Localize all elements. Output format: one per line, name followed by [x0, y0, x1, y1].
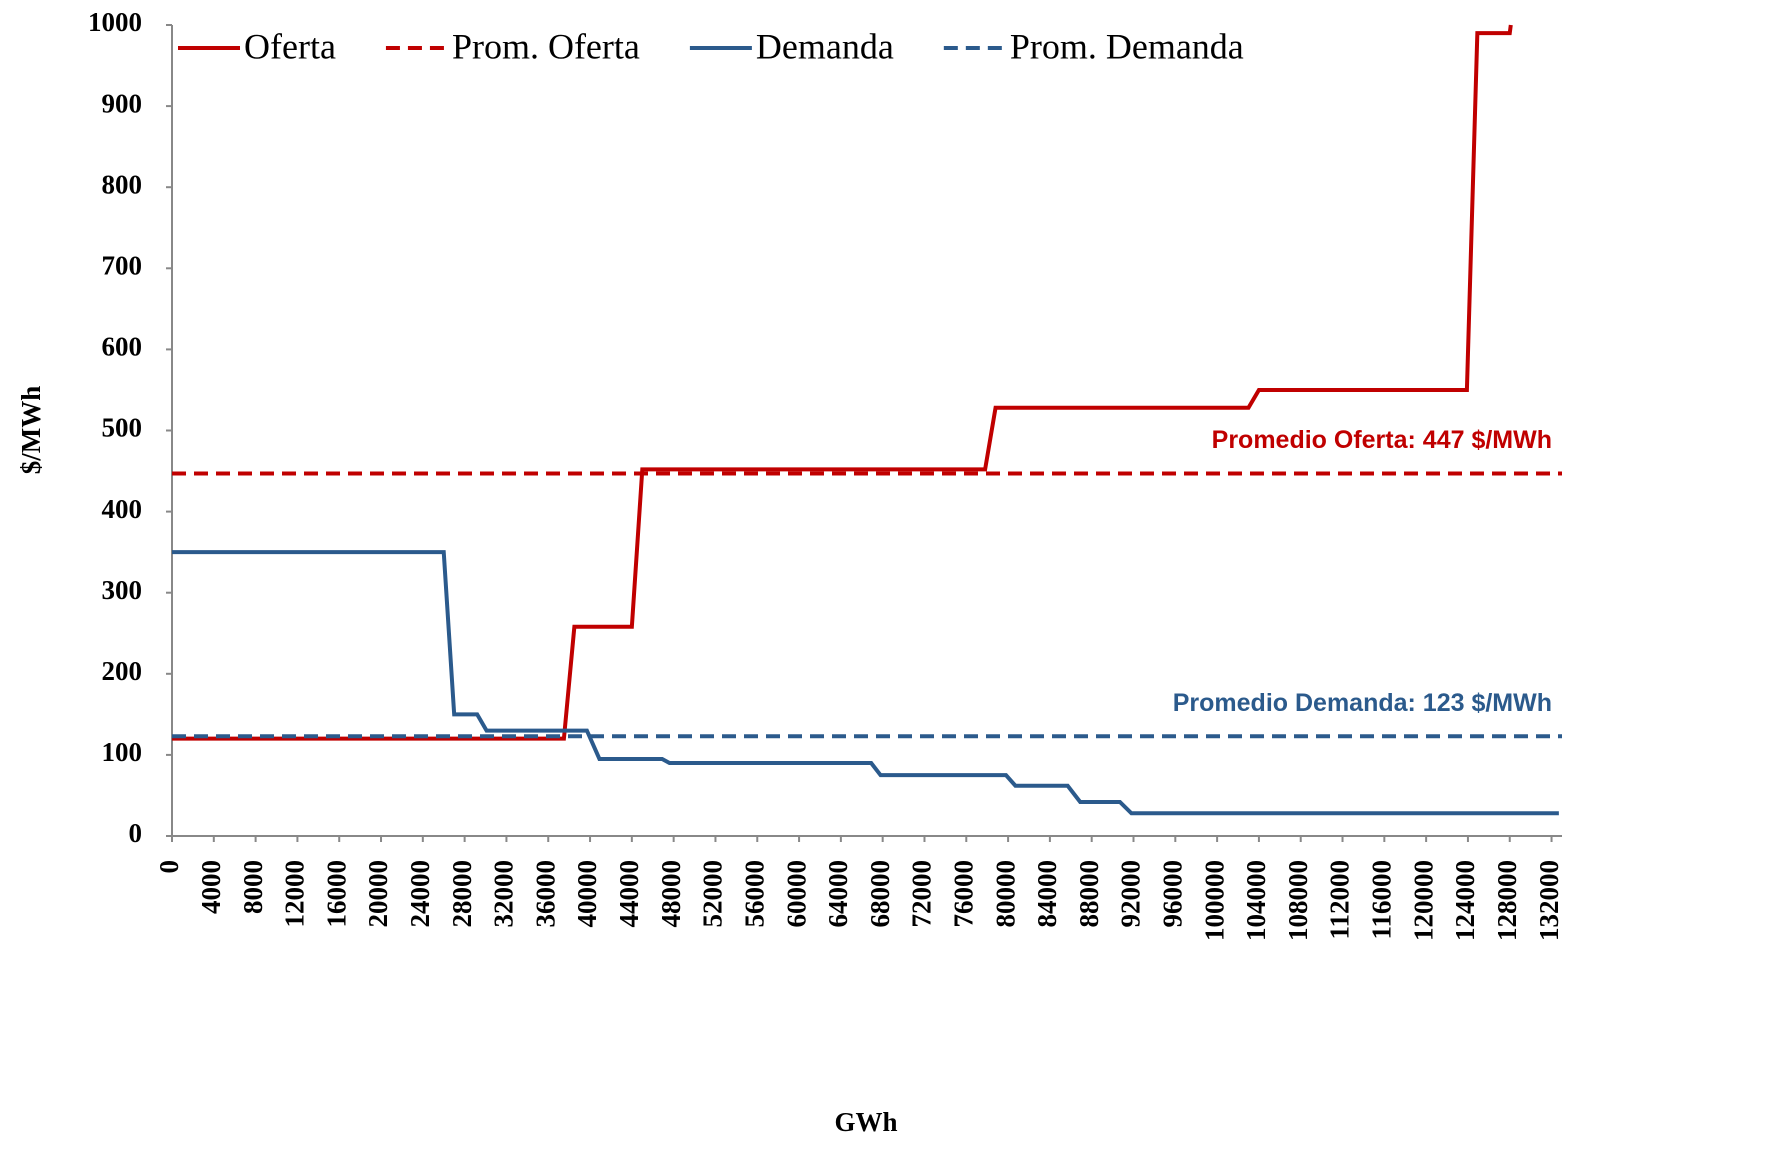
y-tick-label: 900 — [102, 88, 143, 118]
x-tick-label: 76000 — [948, 860, 978, 928]
legend-label: Oferta — [244, 26, 336, 66]
x-tick-label: 68000 — [865, 860, 895, 928]
x-tick-label: 32000 — [489, 860, 519, 928]
x-tick-label: 124000 — [1450, 860, 1480, 941]
y-tick-label: 600 — [102, 332, 143, 362]
x-tick-label: 132000 — [1534, 860, 1564, 941]
x-tick-label: 36000 — [530, 860, 560, 928]
x-axis-label: GWh — [834, 1107, 897, 1137]
legend-label: Prom. Demanda — [1010, 26, 1244, 66]
x-tick-label: 96000 — [1158, 860, 1188, 928]
x-tick-label: 92000 — [1116, 860, 1146, 928]
series-line — [172, 24, 1513, 741]
x-tick-label: 48000 — [656, 860, 686, 928]
annotation: Promedio Oferta: 447 $/MWh — [1212, 426, 1552, 454]
x-tick-label: 100000 — [1199, 860, 1229, 941]
y-tick-label: 400 — [102, 494, 143, 524]
x-tick-label: 88000 — [1074, 860, 1104, 928]
x-tick-label: 84000 — [1032, 860, 1062, 928]
y-tick-label: 1000 — [88, 7, 142, 37]
x-tick-label: 64000 — [823, 860, 853, 928]
y-tick-label: 100 — [102, 737, 143, 767]
x-tick-label: 116000 — [1367, 860, 1397, 940]
x-tick-label: 104000 — [1241, 860, 1271, 941]
x-tick-label: 40000 — [572, 860, 602, 928]
x-tick-label: 128000 — [1492, 860, 1522, 941]
y-tick-label: 700 — [102, 251, 143, 281]
series-line — [172, 550, 1559, 816]
x-tick-label: 60000 — [781, 860, 811, 928]
y-tick-label: 800 — [102, 169, 143, 199]
y-tick-label: 200 — [102, 656, 143, 686]
x-tick-label: 80000 — [990, 860, 1020, 928]
y-axis-label: $/MWh — [16, 386, 46, 475]
x-tick-label: 108000 — [1283, 860, 1313, 941]
x-tick-label: 44000 — [614, 860, 644, 928]
x-tick-label: 20000 — [363, 860, 393, 928]
x-tick-label: 112000 — [1325, 860, 1355, 940]
legend-label: Demanda — [756, 26, 894, 66]
legend-label: Prom. Oferta — [452, 26, 640, 66]
x-tick-label: 28000 — [447, 860, 477, 928]
y-tick-label: 500 — [102, 413, 143, 443]
y-tick-label: 0 — [129, 818, 143, 848]
x-tick-label: 120000 — [1408, 860, 1438, 941]
annotation: Promedio Demanda: 123 $/MWh — [1173, 689, 1552, 717]
x-tick-label: 56000 — [739, 860, 769, 928]
x-tick-label: 0 — [154, 860, 184, 874]
x-tick-label: 72000 — [907, 860, 937, 928]
x-tick-label: 8000 — [238, 860, 268, 914]
x-tick-label: 52000 — [698, 860, 728, 928]
x-tick-label: 4000 — [196, 860, 226, 914]
x-tick-label: 16000 — [321, 860, 351, 928]
y-tick-label: 300 — [102, 575, 143, 605]
x-tick-label: 12000 — [280, 860, 310, 928]
x-tick-label: 24000 — [405, 860, 435, 928]
